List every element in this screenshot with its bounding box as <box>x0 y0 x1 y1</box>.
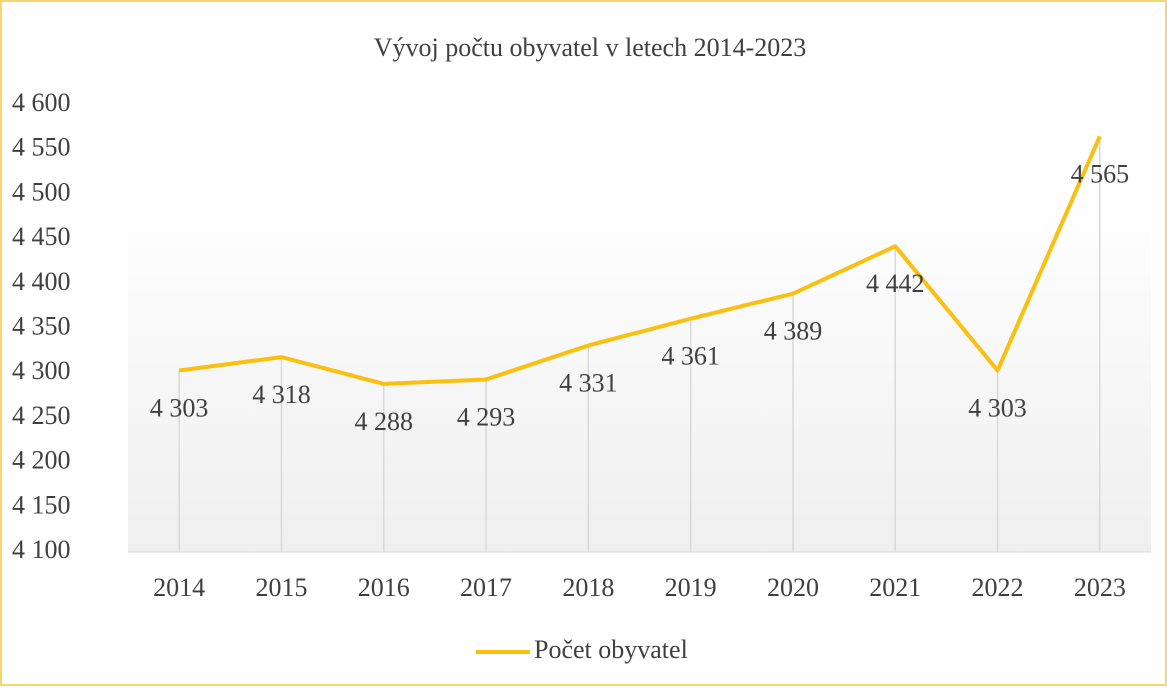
data-label: 4 331 <box>559 368 618 397</box>
y-tick-label: 4 600 <box>12 88 71 117</box>
data-label: 4 361 <box>661 342 720 371</box>
series-line <box>178 135 1102 386</box>
x-tick-label: 2022 <box>972 573 1024 602</box>
x-tick-label: 2016 <box>358 573 410 602</box>
x-tick-label: 2019 <box>665 573 717 602</box>
x-tick-label: 2021 <box>869 573 921 602</box>
y-tick-label: 4 550 <box>12 133 71 162</box>
y-tick-label: 4 500 <box>12 177 71 206</box>
y-tick-label: 4 300 <box>12 356 71 385</box>
legend-label: Počet obyvatel <box>534 635 688 664</box>
x-tick-label: 2015 <box>255 573 307 602</box>
data-label: 4 288 <box>355 407 414 436</box>
data-label: 4 303 <box>150 393 209 422</box>
y-tick-label: 4 150 <box>12 490 71 519</box>
y-tick-label: 4 250 <box>12 401 71 430</box>
x-tick-label: 2023 <box>1074 573 1126 602</box>
y-tick-label: 4 200 <box>12 446 71 475</box>
data-label: 4 318 <box>252 380 311 409</box>
chart-title: Vývoj počtu obyvatel v letech 2014-2023 <box>374 33 807 62</box>
x-tick-label: 2018 <box>562 573 614 602</box>
y-tick-label: 4 350 <box>12 311 71 340</box>
data-label: 4 303 <box>968 393 1027 422</box>
y-tick-label: 4 450 <box>12 222 71 251</box>
plot-area <box>128 105 1151 552</box>
x-tick-label: 2014 <box>153 573 205 602</box>
x-tick-label: 2020 <box>767 573 819 602</box>
data-label: 4 389 <box>764 317 823 346</box>
data-label: 4 442 <box>866 269 925 298</box>
y-tick-label: 4 400 <box>12 267 71 296</box>
x-tick-label: 2017 <box>460 573 512 602</box>
data-label: 4 293 <box>457 402 516 431</box>
data-label: 4 565 <box>1071 159 1130 188</box>
y-tick-label: 4 100 <box>12 535 71 564</box>
